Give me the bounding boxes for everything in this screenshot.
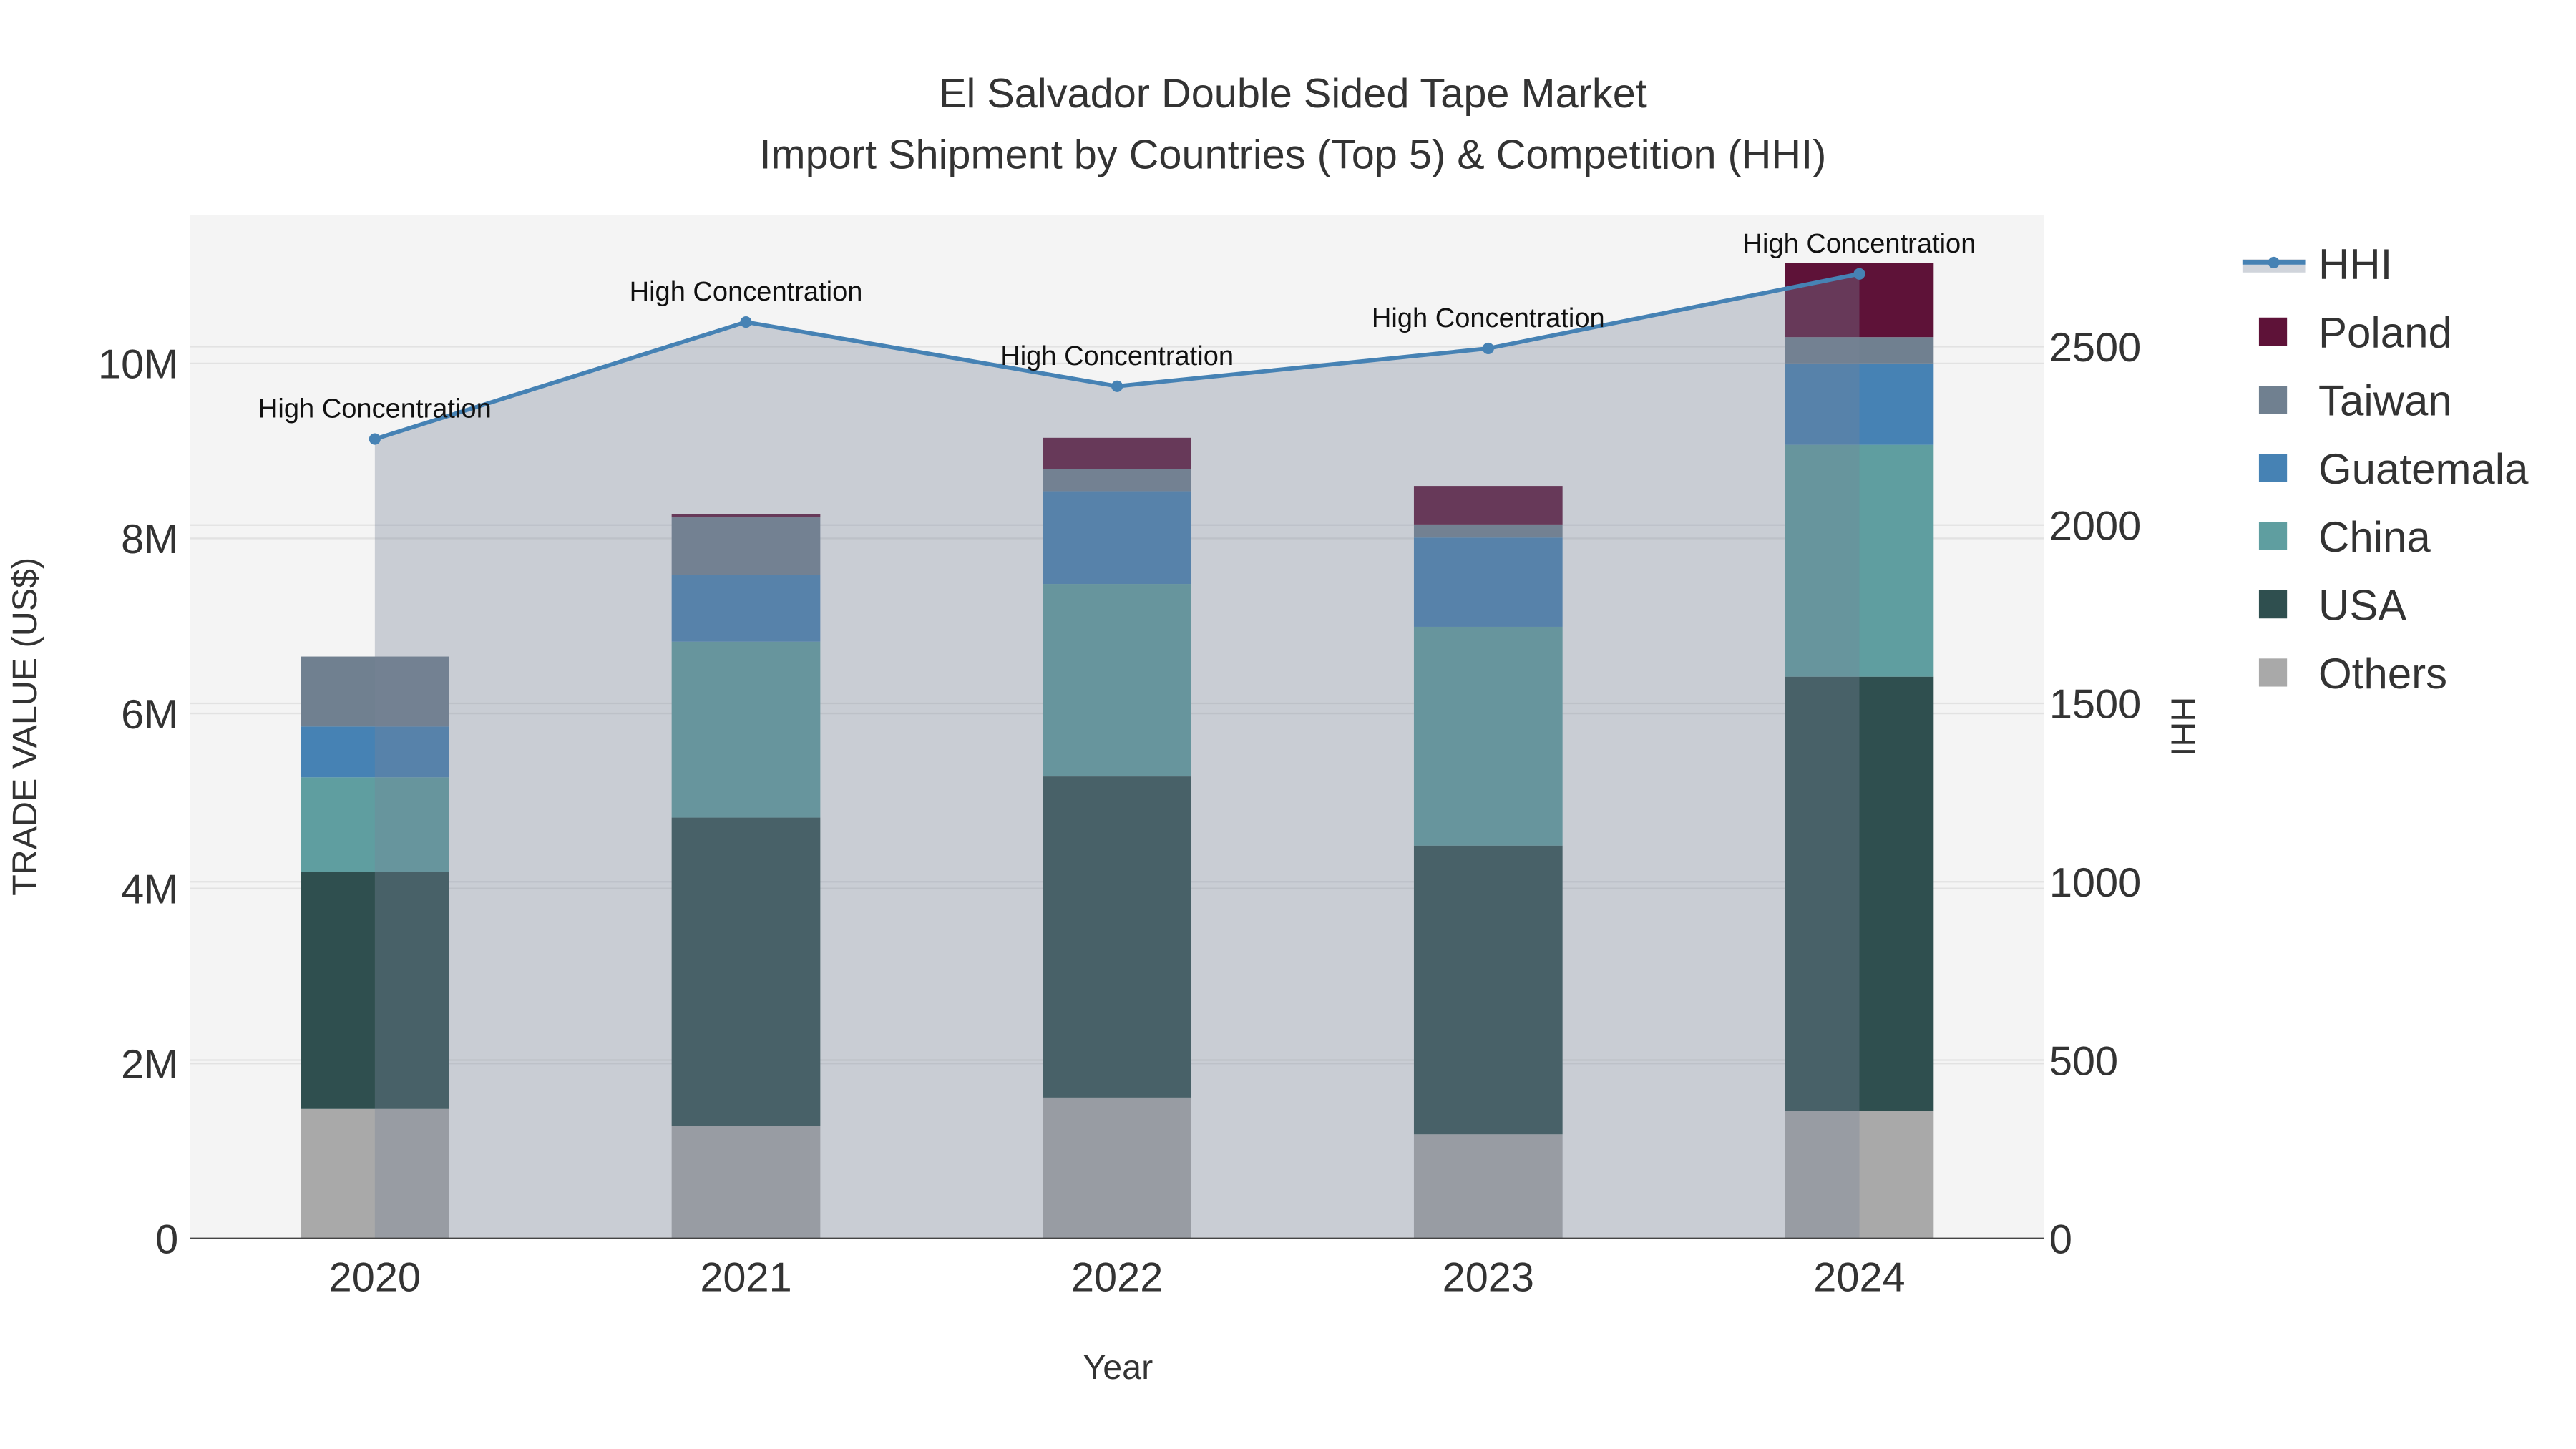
bar-taiwan-2020[interactable] (301, 656, 449, 727)
chart-title-line1: El Salvador Double Sided Tape Market (939, 71, 1647, 117)
y-tick-label: 2M (121, 1042, 178, 1088)
hhi-point-2024[interactable] (1853, 268, 1865, 280)
bar-china-2022[interactable] (1043, 584, 1191, 777)
x-tick-label: 2024 (1813, 1255, 1905, 1301)
bar-china-2021[interactable] (671, 641, 821, 818)
legend-item-usa[interactable]: USA (2318, 582, 2406, 630)
legend-item-china[interactable]: China (2318, 513, 2431, 561)
x-tick-label: 2023 (1443, 1255, 1534, 1301)
bar-china-2024[interactable] (1785, 444, 1934, 677)
bar-taiwan-2023[interactable] (1413, 524, 1563, 538)
bar-poland-2021[interactable] (671, 514, 821, 518)
hhi-annotation: High Concentration (258, 394, 492, 424)
y-tick-label: 4M (121, 867, 178, 912)
bar-others-2022[interactable] (1043, 1097, 1191, 1239)
hhi-point-2022[interactable] (1111, 380, 1123, 392)
y-tick-label: 10M (98, 342, 178, 388)
y2-tick-label: 0 (2049, 1217, 2072, 1263)
hhi-annotation: High Concentration (1743, 229, 1976, 259)
x-axis-title: Year (1083, 1348, 1153, 1387)
bar-guatemala-2020[interactable] (301, 726, 449, 778)
legend-swatch-others (2258, 658, 2288, 687)
legend-swatch-china (2258, 522, 2288, 550)
hhi-point-2023[interactable] (1482, 342, 1494, 355)
legend-swatch-usa (2258, 590, 2288, 619)
y-tick-label: 8M (121, 517, 178, 562)
legend-hhi-marker (2268, 256, 2280, 268)
bar-others-2024[interactable] (1785, 1111, 1934, 1239)
bar-poland-2023[interactable] (1413, 486, 1563, 525)
legend-swatch-taiwan (2258, 386, 2288, 414)
y2-tick-label: 2500 (2049, 325, 2141, 371)
bar-taiwan-2022[interactable] (1043, 469, 1191, 492)
bar-usa-2022[interactable] (1043, 776, 1191, 1098)
hhi-point-2020[interactable] (369, 433, 381, 445)
bar-taiwan-2024[interactable] (1785, 337, 1934, 364)
bar-guatemala-2021[interactable] (671, 575, 821, 642)
bar-usa-2023[interactable] (1413, 845, 1563, 1135)
bar-china-2023[interactable] (1413, 626, 1563, 846)
y2-tick-label: 1500 (2049, 682, 2141, 728)
legend-swatch-guatemala (2258, 454, 2288, 482)
y2-tick-label: 1000 (2049, 860, 2141, 906)
x-tick-label: 2020 (329, 1255, 421, 1301)
bar-guatemala-2023[interactable] (1413, 537, 1563, 627)
legend-item-poland[interactable]: Poland (2318, 308, 2452, 356)
hhi-point-2021[interactable] (740, 316, 752, 328)
x-tick-label: 2021 (700, 1255, 791, 1301)
y-tick-label: 0 (155, 1217, 178, 1263)
bar-china-2020[interactable] (301, 777, 449, 872)
hhi-annotation: High Concentration (1000, 341, 1234, 371)
chart-title-line2: Import Shipment by Countries (Top 5) & C… (760, 132, 1827, 177)
hhi-annotation: High Concentration (1372, 303, 1605, 333)
bar-usa-2020[interactable] (301, 872, 449, 1109)
hhi-area (374, 273, 1860, 1239)
legend-item-hhi[interactable]: HHI (2318, 240, 2392, 288)
legend-swatch-poland (2258, 317, 2288, 346)
x-tick-label: 2022 (1071, 1255, 1163, 1301)
bar-taiwan-2021[interactable] (671, 517, 821, 575)
bar-others-2021[interactable] (671, 1126, 821, 1239)
bar-usa-2021[interactable] (671, 817, 821, 1126)
y-axis-title: TRADE VALUE (US$) (6, 557, 44, 896)
bar-others-2023[interactable] (1413, 1134, 1563, 1239)
legend: HHI Poland Taiwan Guatemala China USA Others (2242, 240, 2529, 698)
legend-item-others[interactable]: Others (2318, 650, 2447, 698)
bar-usa-2024[interactable] (1785, 676, 1934, 1111)
y2-axis-title: HHI (2164, 697, 2202, 756)
bar-others-2020[interactable] (301, 1108, 449, 1239)
bar-guatemala-2024[interactable] (1785, 363, 1934, 445)
y2-tick-label: 500 (2049, 1038, 2118, 1084)
y2-tick-label: 2000 (2049, 503, 2141, 549)
hhi-annotation: High Concentration (630, 277, 863, 307)
y-tick-label: 6M (121, 692, 178, 738)
bar-guatemala-2022[interactable] (1043, 491, 1191, 585)
bar-poland-2022[interactable] (1043, 437, 1191, 469)
legend-item-guatemala[interactable]: Guatemala (2318, 445, 2529, 493)
legend-item-taiwan[interactable]: Taiwan (2318, 377, 2452, 425)
